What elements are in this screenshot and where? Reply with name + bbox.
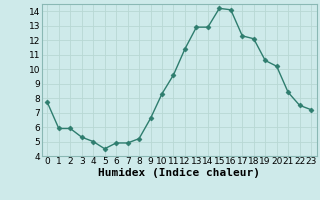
X-axis label: Humidex (Indice chaleur): Humidex (Indice chaleur) — [98, 168, 260, 178]
